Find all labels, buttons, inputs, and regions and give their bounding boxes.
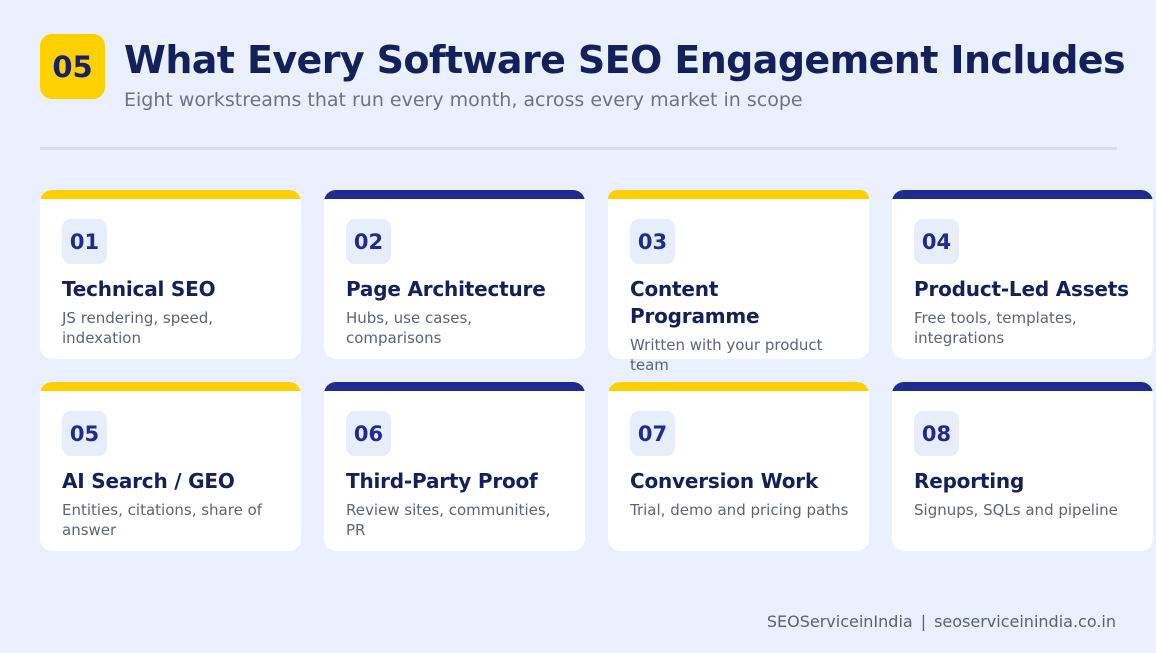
card-description: Hubs, use cases, comparisons (346, 309, 473, 347)
page-subtitle: Eight workstreams that run every month, … (124, 89, 803, 111)
footer-separator: | (920, 612, 927, 631)
card-description: Free tools, templates, integrations (914, 309, 1077, 347)
card-title: Third-Party Proof (346, 469, 538, 493)
workstream-card-third-party-proof: 06 Third-Party Proof Review sites, commu… (324, 382, 585, 551)
card-number: 08 (914, 411, 959, 456)
card-number: 03 (630, 219, 675, 264)
card-number: 07 (630, 411, 675, 456)
workstream-card-product-led-assets: 04 Product-Led Assets Free tools, templa… (892, 190, 1153, 359)
footer-url: seoserviceinindia.co.in (934, 612, 1116, 631)
page-title: What Every Software SEO Engagement Inclu… (124, 38, 1126, 82)
card-accent-bar (324, 190, 585, 199)
card-description: Written with your product team (630, 336, 823, 374)
workstream-card-conversion-work: 07 Conversion Work Trial, demo and prici… (608, 382, 869, 551)
workstream-card-content-programme: 03 Content Programme Written with your p… (608, 190, 869, 374)
card-title: AI Search / GEO (62, 469, 235, 493)
workstream-card-page-architecture: 02 Page Architecture Hubs, use cases, co… (324, 190, 585, 359)
workstream-card-reporting: 08 Reporting Signups, SQLs and pipeline (892, 382, 1153, 551)
footer-credit: SEOServiceinIndia | seoserviceinindia.co.i… (767, 612, 1116, 631)
card-accent-bar (324, 382, 585, 391)
card-accent-bar (40, 190, 301, 199)
card-number: 02 (346, 219, 391, 264)
card-description: Entities, citations, share of answer (62, 501, 263, 539)
card-title: Product-Led Assets (914, 277, 1129, 301)
card-description: Review sites, communities, PR (346, 501, 551, 539)
card-title: Technical SEO (62, 277, 216, 301)
card-title: Reporting (914, 469, 1025, 493)
section-number-badge: 05 (40, 34, 105, 99)
card-number: 04 (914, 219, 959, 264)
workstream-card-ai-search-geo: 05 AI Search / GEO Entities, citations, … (40, 382, 301, 551)
header-divider (40, 147, 1117, 150)
card-accent-bar (608, 382, 869, 391)
card-number: 06 (346, 411, 391, 456)
card-number: 01 (62, 219, 107, 264)
card-description: Signups, SQLs and pipeline (914, 501, 1118, 519)
card-description: Trial, demo and pricing paths (630, 501, 849, 519)
workstream-card-technical-seo: 01 Technical SEO JS rendering, speed, in… (40, 190, 301, 359)
card-title: Conversion Work (630, 469, 819, 493)
card-accent-bar (40, 382, 301, 391)
footer-brand: SEOServiceinIndia (766, 612, 913, 631)
card-title: Page Architecture (346, 277, 546, 301)
card-accent-bar (892, 382, 1153, 391)
card-title: Content Programme (630, 277, 760, 328)
card-accent-bar (608, 190, 869, 199)
card-description: JS rendering, speed, indexation (62, 309, 214, 347)
card-accent-bar (892, 190, 1153, 199)
card-number: 05 (62, 411, 107, 456)
